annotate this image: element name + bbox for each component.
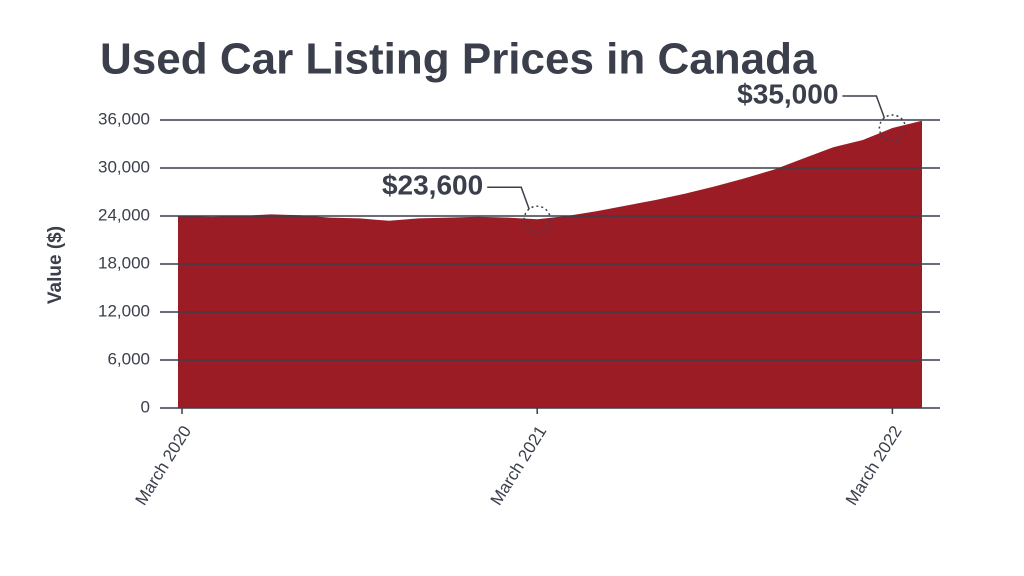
- value-label: $35,000: [737, 78, 838, 109]
- y-axis-label: Value ($): [45, 226, 66, 304]
- leader-line: [487, 186, 530, 210]
- y-tick-label: 6,000: [107, 349, 150, 368]
- y-tick-label: 36,000: [98, 109, 150, 128]
- y-tick-label: 0: [141, 397, 150, 416]
- highlight-circle: [523, 205, 551, 233]
- y-tick-label: 18,000: [98, 253, 150, 272]
- value-label: $23,600: [382, 170, 483, 201]
- y-tick-label: 30,000: [98, 157, 150, 176]
- y-tick-label: 12,000: [98, 301, 150, 320]
- x-tick-label: March 2022: [842, 422, 906, 508]
- chart-title: Used Car Listing Prices in Canada: [100, 35, 817, 84]
- highlight-circle: [878, 114, 907, 142]
- x-tick-label: March 2021: [487, 422, 551, 508]
- leader-line: [842, 95, 886, 119]
- y-tick-label: 24,000: [98, 205, 150, 224]
- x-tick-label: March 2020: [132, 422, 196, 508]
